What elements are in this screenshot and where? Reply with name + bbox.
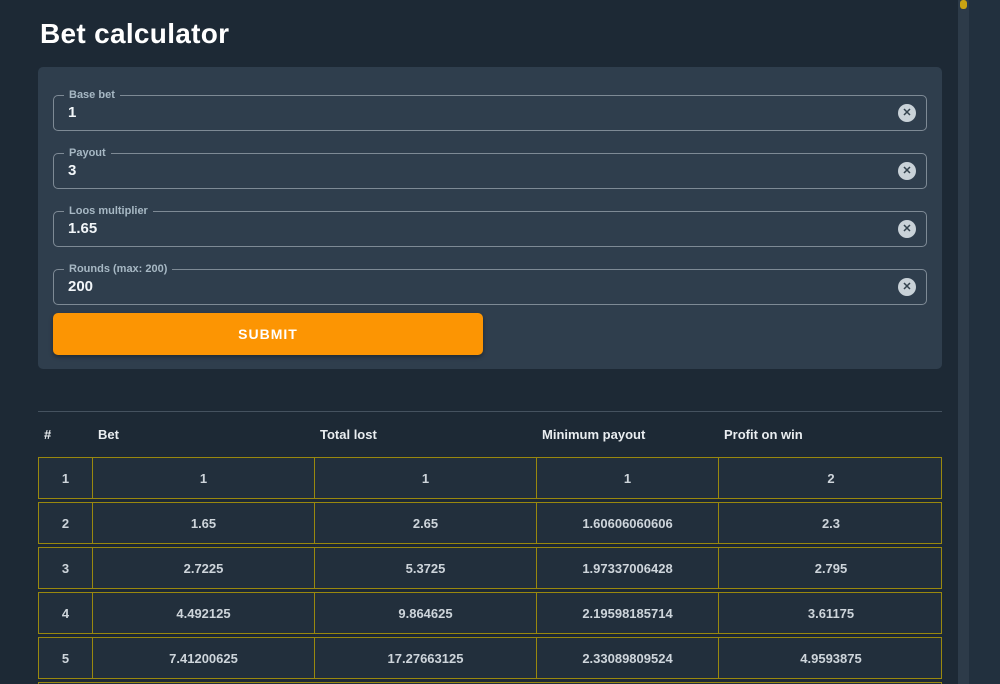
base-bet-label: Base bet: [64, 88, 120, 102]
rounds-value: 200: [68, 278, 94, 295]
submit-button[interactable]: SUBMIT: [53, 313, 483, 355]
payout-value: 3: [68, 162, 77, 179]
table-body: 1 1 1 1 2 2 1.65 2.65 1.60606060606 2.3 3 2.7225 5.3…: [38, 457, 942, 679]
clear-icon[interactable]: ✕: [898, 162, 916, 180]
table-cell: 1: [537, 458, 719, 498]
table-cell: 17.27663125: [315, 638, 537, 678]
table-cell: 2.795: [814, 560, 848, 576]
table-cell: 2: [827, 470, 835, 486]
base-bet-value: 1: [68, 104, 77, 121]
table-cell: 3: [39, 548, 93, 588]
clear-icon[interactable]: ✕: [898, 104, 916, 122]
table-cell: 5.3725: [315, 548, 537, 588]
loss-multiplier-label: Loos multiplier: [64, 204, 153, 218]
calculator-form-card: Base bet 1 ✕ Payout 3 ✕ Loos multiplier …: [38, 67, 942, 369]
table-row: 2 1.65 2.65 1.60606060606 2.3: [38, 502, 942, 544]
column-header-bet: Bet: [98, 427, 119, 442]
table-cell: 1.65: [93, 503, 315, 543]
table-cell: 1: [93, 458, 315, 498]
payout-field[interactable]: Payout 3 ✕: [53, 146, 927, 189]
table-cell: 2.7225: [93, 548, 315, 588]
table-cell: 2.3: [821, 515, 841, 531]
table-cell: 1: [315, 458, 537, 498]
table-cell: 9.864625: [315, 593, 537, 633]
column-header-index: #: [44, 427, 52, 442]
table-cell: 5: [39, 638, 93, 678]
column-header-minimum-payout: Minimum payout: [542, 427, 646, 442]
scrollbar-thumb[interactable]: [960, 0, 967, 9]
table-cell: 4: [39, 593, 93, 633]
rounds-label: Rounds (max: 200): [64, 262, 173, 276]
table-cell: 1.60606060606: [537, 503, 719, 543]
table-header: # Bet Total lost Minimum payout Profit o…: [38, 412, 942, 457]
table-cell: 1.97337006428: [537, 548, 719, 588]
right-gutter: [969, 0, 1000, 684]
clear-icon[interactable]: ✕: [898, 220, 916, 238]
table-cell: 2: [39, 503, 93, 543]
table-cell: 1: [39, 458, 93, 498]
table-row: 5 7.41200625 17.27663125 2.33089809524 4.959…: [38, 637, 942, 679]
column-header-profit-on-win: Profit on win: [724, 427, 803, 442]
table-cell: 2.19598185714: [537, 593, 719, 633]
table-cell: 3.61175: [807, 605, 855, 621]
table-cell: 4.492125: [93, 593, 315, 633]
base-bet-field[interactable]: Base bet 1 ✕: [53, 88, 927, 131]
loss-multiplier-field[interactable]: Loos multiplier 1.65 ✕: [53, 204, 927, 247]
table-cell: 7.41200625: [93, 638, 315, 678]
payout-label: Payout: [64, 146, 111, 160]
loss-multiplier-value: 1.65: [68, 220, 98, 237]
table-row-partial: [38, 682, 942, 684]
table-cell: 2.33089809524: [537, 638, 719, 678]
table-cell: 2.65: [315, 503, 537, 543]
rounds-field[interactable]: Rounds (max: 200) 200 ✕: [53, 262, 927, 305]
scrollbar[interactable]: [958, 0, 969, 684]
page-title: Bet calculator: [40, 18, 230, 49]
column-header-total-lost: Total lost: [320, 427, 377, 442]
table-row: 3 2.7225 5.3725 1.97337006428 2.795: [38, 547, 942, 589]
results-table: # Bet Total lost Minimum payout Profit o…: [38, 411, 942, 684]
clear-icon[interactable]: ✕: [898, 278, 916, 296]
table-cell: 4.9593875: [800, 650, 862, 666]
table-row: 4 4.492125 9.864625 2.19598185714 3.61175: [38, 592, 942, 634]
